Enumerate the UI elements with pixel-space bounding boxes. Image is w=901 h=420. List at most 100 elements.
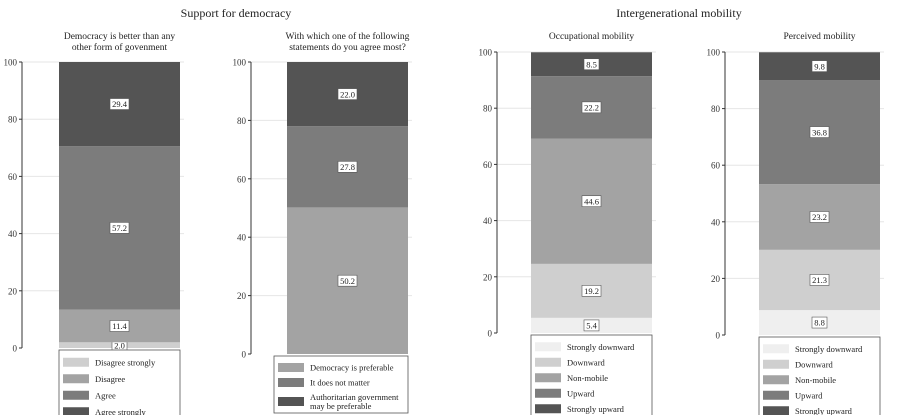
data-label-box: [583, 319, 600, 332]
legend-swatch: [763, 390, 789, 400]
legend-label: Strongly downward: [567, 342, 635, 352]
y-tick-label: 0: [242, 350, 247, 360]
legend-swatch: [63, 390, 89, 400]
legend-swatch: [763, 344, 789, 354]
legend-label: Authoritarian government: [310, 392, 399, 402]
legend-swatch: [535, 404, 561, 414]
legend-label: Disagree: [95, 374, 125, 384]
data-label-box: [581, 285, 602, 297]
panel-title: With which one of the following: [286, 31, 410, 42]
y-tick-label: 20: [8, 286, 18, 296]
y-tick-label: 40: [711, 217, 721, 227]
data-label: 50.2: [340, 276, 355, 286]
y-tick-label: 40: [483, 216, 493, 226]
legend-swatch: [278, 397, 304, 406]
data-label-box: [583, 58, 600, 71]
data-label: 8.8: [814, 318, 825, 328]
data-label: 21.3: [812, 275, 827, 285]
legend-label: Downward: [795, 359, 834, 369]
y-tick-label: 40: [237, 233, 247, 243]
group-title-mobility: Intergenerational mobility: [616, 6, 741, 20]
y-tick-label: 0: [488, 329, 493, 339]
legend-label: Upward: [795, 390, 823, 400]
data-label: 11.4: [112, 321, 127, 331]
y-tick-label: 100: [479, 48, 493, 58]
legend-label: Non-mobile: [567, 373, 608, 383]
legend-label: Democracy is preferable: [310, 363, 394, 373]
y-tick-label: 0: [716, 331, 721, 341]
data-label: 19.2: [584, 286, 599, 296]
legend-label: Agree strongly: [95, 407, 147, 415]
legend-label: Disagree strongly: [95, 357, 156, 367]
data-label-box: [109, 98, 130, 110]
data-label-box: [809, 211, 830, 223]
legend-label: Strongly downward: [795, 344, 863, 354]
legend-label: Strongly upward: [795, 406, 853, 415]
data-label: 5.4: [586, 321, 597, 331]
data-label-box: [109, 222, 130, 234]
legend-swatch: [278, 363, 304, 372]
data-label: 36.8: [812, 127, 827, 137]
legend-label: Strongly upward: [567, 404, 625, 414]
data-label: 29.4: [112, 99, 128, 109]
y-tick-label: 80: [483, 104, 493, 114]
data-label-box: [809, 274, 830, 286]
y-tick-label: 40: [8, 229, 18, 239]
legend-swatch: [63, 407, 89, 417]
legend-swatch: [535, 342, 561, 352]
legend-label: Non-mobile: [795, 375, 836, 385]
legend-swatch: [278, 378, 304, 387]
data-label: 27.8: [340, 162, 355, 172]
y-tick-label: 80: [711, 104, 721, 114]
data-label: 57.2: [112, 223, 127, 233]
y-tick-label: 100: [233, 58, 247, 68]
data-label-box: [581, 195, 602, 208]
y-tick-label: 60: [483, 160, 493, 170]
legend-label: Downward: [567, 357, 606, 367]
data-label: 2.0: [114, 341, 125, 351]
y-tick-label: 0: [13, 344, 18, 354]
y-tick-label: 60: [237, 174, 247, 184]
legend-label: Agree: [95, 390, 116, 400]
legend-swatch: [63, 357, 89, 367]
data-label: 22.2: [584, 103, 599, 113]
y-tick-label: 20: [237, 291, 247, 301]
data-label-box: [109, 320, 130, 332]
legend-swatch: [535, 388, 561, 398]
legend-swatch: [63, 374, 89, 384]
legend-swatch: [763, 406, 789, 416]
data-label-box: [811, 60, 828, 72]
panel-title: Occupational mobility: [549, 32, 634, 42]
data-label-box: [337, 161, 358, 173]
data-label: 23.2: [812, 212, 827, 222]
data-label-box: [337, 274, 358, 287]
y-tick-label: 60: [8, 172, 18, 182]
data-label: 8.5: [586, 59, 597, 69]
legend-label: Upward: [567, 388, 595, 398]
y-tick-label: 60: [711, 161, 721, 171]
data-label-box: [809, 126, 830, 138]
y-tick-label: 80: [8, 115, 18, 125]
y-tick-label: 20: [483, 272, 493, 282]
legend-swatch: [763, 375, 789, 385]
panel-title: statements do you agree most?: [289, 43, 406, 53]
panel-title: other form of govenment: [72, 42, 168, 53]
data-label-box: [581, 101, 602, 114]
legend-swatch: [535, 373, 561, 383]
y-tick-label: 20: [711, 274, 721, 284]
data-label-box: [811, 316, 828, 329]
legend-label: It does not matter: [310, 378, 370, 388]
group-title-democracy: Support for democracy: [181, 6, 292, 20]
data-label-box: [337, 88, 358, 100]
data-label: 22.0: [340, 89, 355, 99]
y-tick-label: 100: [4, 58, 18, 68]
legend-swatch: [535, 357, 561, 367]
legend-label: may be preferable: [310, 401, 372, 411]
y-tick-label: 100: [707, 48, 721, 58]
y-tick-label: 80: [237, 116, 247, 126]
data-label: 44.6: [584, 196, 599, 206]
data-label: 9.8: [814, 61, 825, 71]
panel-title: Perceived mobility: [783, 32, 855, 42]
